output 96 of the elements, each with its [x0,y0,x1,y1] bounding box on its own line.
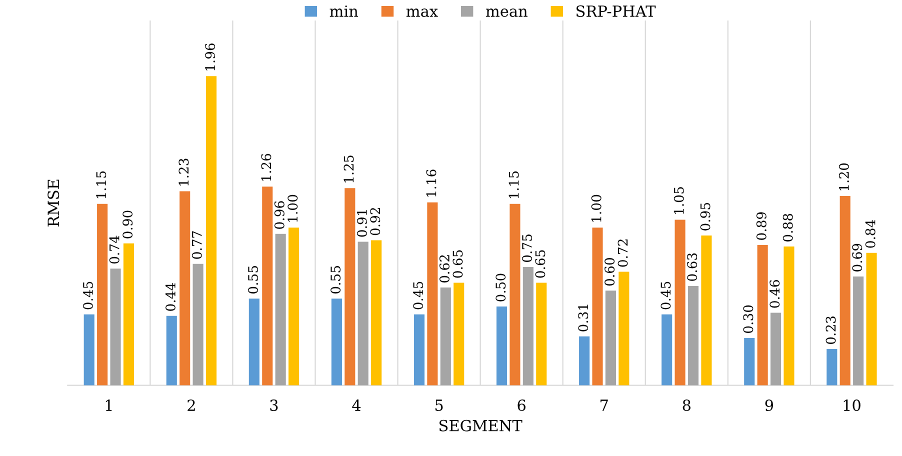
bar [662,314,672,386]
data-label: 0.55 [248,266,258,294]
data-label: 0.45 [413,282,424,310]
data-label: 0.92 [370,208,380,236]
data-label: 1.16 [426,170,436,197]
x-tick-label: 9 [765,399,774,412]
x-tick-label: 1 [106,399,112,411]
bar [605,290,616,386]
data-label: 0.30 [743,305,754,333]
x-tick-label: 6 [518,399,526,412]
bar [414,314,425,386]
data-label: 0.60 [604,258,615,286]
bar [344,188,356,386]
data-label: 0.84 [865,220,876,248]
bar [784,246,794,386]
bar [579,336,590,386]
data-label: 1.15 [96,171,106,198]
x-tick-label: 8 [682,399,690,412]
x-tick-label: 10 [844,399,860,412]
legend-label: mean [486,8,528,17]
data-label: 0.72 [618,240,628,267]
data-label: 0.75 [522,234,532,262]
x-tick-label: 7 [600,400,608,411]
bar [592,228,603,386]
bar [866,252,877,386]
bar [440,288,451,386]
data-label: 0.63 [687,253,698,281]
bar [688,286,699,386]
data-label: 0.31 [578,304,588,332]
data-label: 0.45 [660,282,671,310]
data-label: 0.65 [452,250,463,278]
bar [701,235,712,386]
bar [288,228,300,386]
x-tick-label: 2 [188,399,195,411]
bar [206,76,217,386]
bar [454,282,464,386]
bar [331,298,342,386]
bar [248,298,260,386]
y-axis-title: RMSE [48,180,60,226]
data-label: 1.26 [261,154,272,181]
data-label: 0.55 [330,266,341,294]
x-tick-label: 5 [435,400,443,412]
x-axis-title: SEGMENT [440,420,522,432]
bar [180,191,190,386]
bar [275,234,286,386]
bar [618,272,630,386]
data-label: 1.20 [838,163,849,190]
data-label: 0.91 [356,210,367,237]
bar [674,220,686,386]
bar [853,276,864,386]
data-label: 1.05 [674,187,684,214]
data-label: 0.46 [770,280,780,308]
bar [496,306,508,386]
bar [84,314,94,386]
bar [536,282,547,386]
bar [840,196,850,386]
x-tick-label: 3 [270,399,278,412]
data-label: 0.65 [535,250,546,278]
legend-label: max [406,8,438,17]
bar [358,242,368,386]
bar [744,338,755,386]
bar [522,267,534,386]
bar [166,316,177,386]
data-label: 0.77 [192,231,202,259]
data-label: 1.00 [288,194,298,222]
bar [110,268,121,386]
data-label: 0.69 [852,244,862,272]
data-label: 1.00 [591,194,602,222]
bar [757,244,768,386]
data-label: 1.15 [508,171,519,198]
bar [262,186,273,386]
data-label: 0.45 [82,282,93,310]
data-label: 0.95 [700,202,710,230]
data-label: 1.96 [205,43,216,70]
data-label: 1.23 [178,158,189,186]
bar [826,349,838,386]
bar [770,312,782,386]
bar [192,264,204,386]
data-label: 0.44 [165,283,176,311]
bar [123,243,134,386]
data-label: 0.90 [122,210,133,238]
data-label: 0.23 [826,316,836,344]
bar [427,202,438,386]
data-label: 0.50 [496,274,506,302]
legend-label: SRP-PHAT [576,5,656,17]
x-tick-label: 4 [352,399,361,411]
data-label: 0.74 [109,236,120,264]
bar [510,204,520,386]
data-label: 0.88 [782,214,793,242]
data-label: 0.62 [440,255,450,282]
data-label: 1.25 [344,156,354,182]
data-label: 0.89 [756,212,766,240]
bar [371,240,382,386]
bar [97,204,108,386]
data-label: 0.96 [274,201,284,229]
legend-label: min [330,5,358,17]
